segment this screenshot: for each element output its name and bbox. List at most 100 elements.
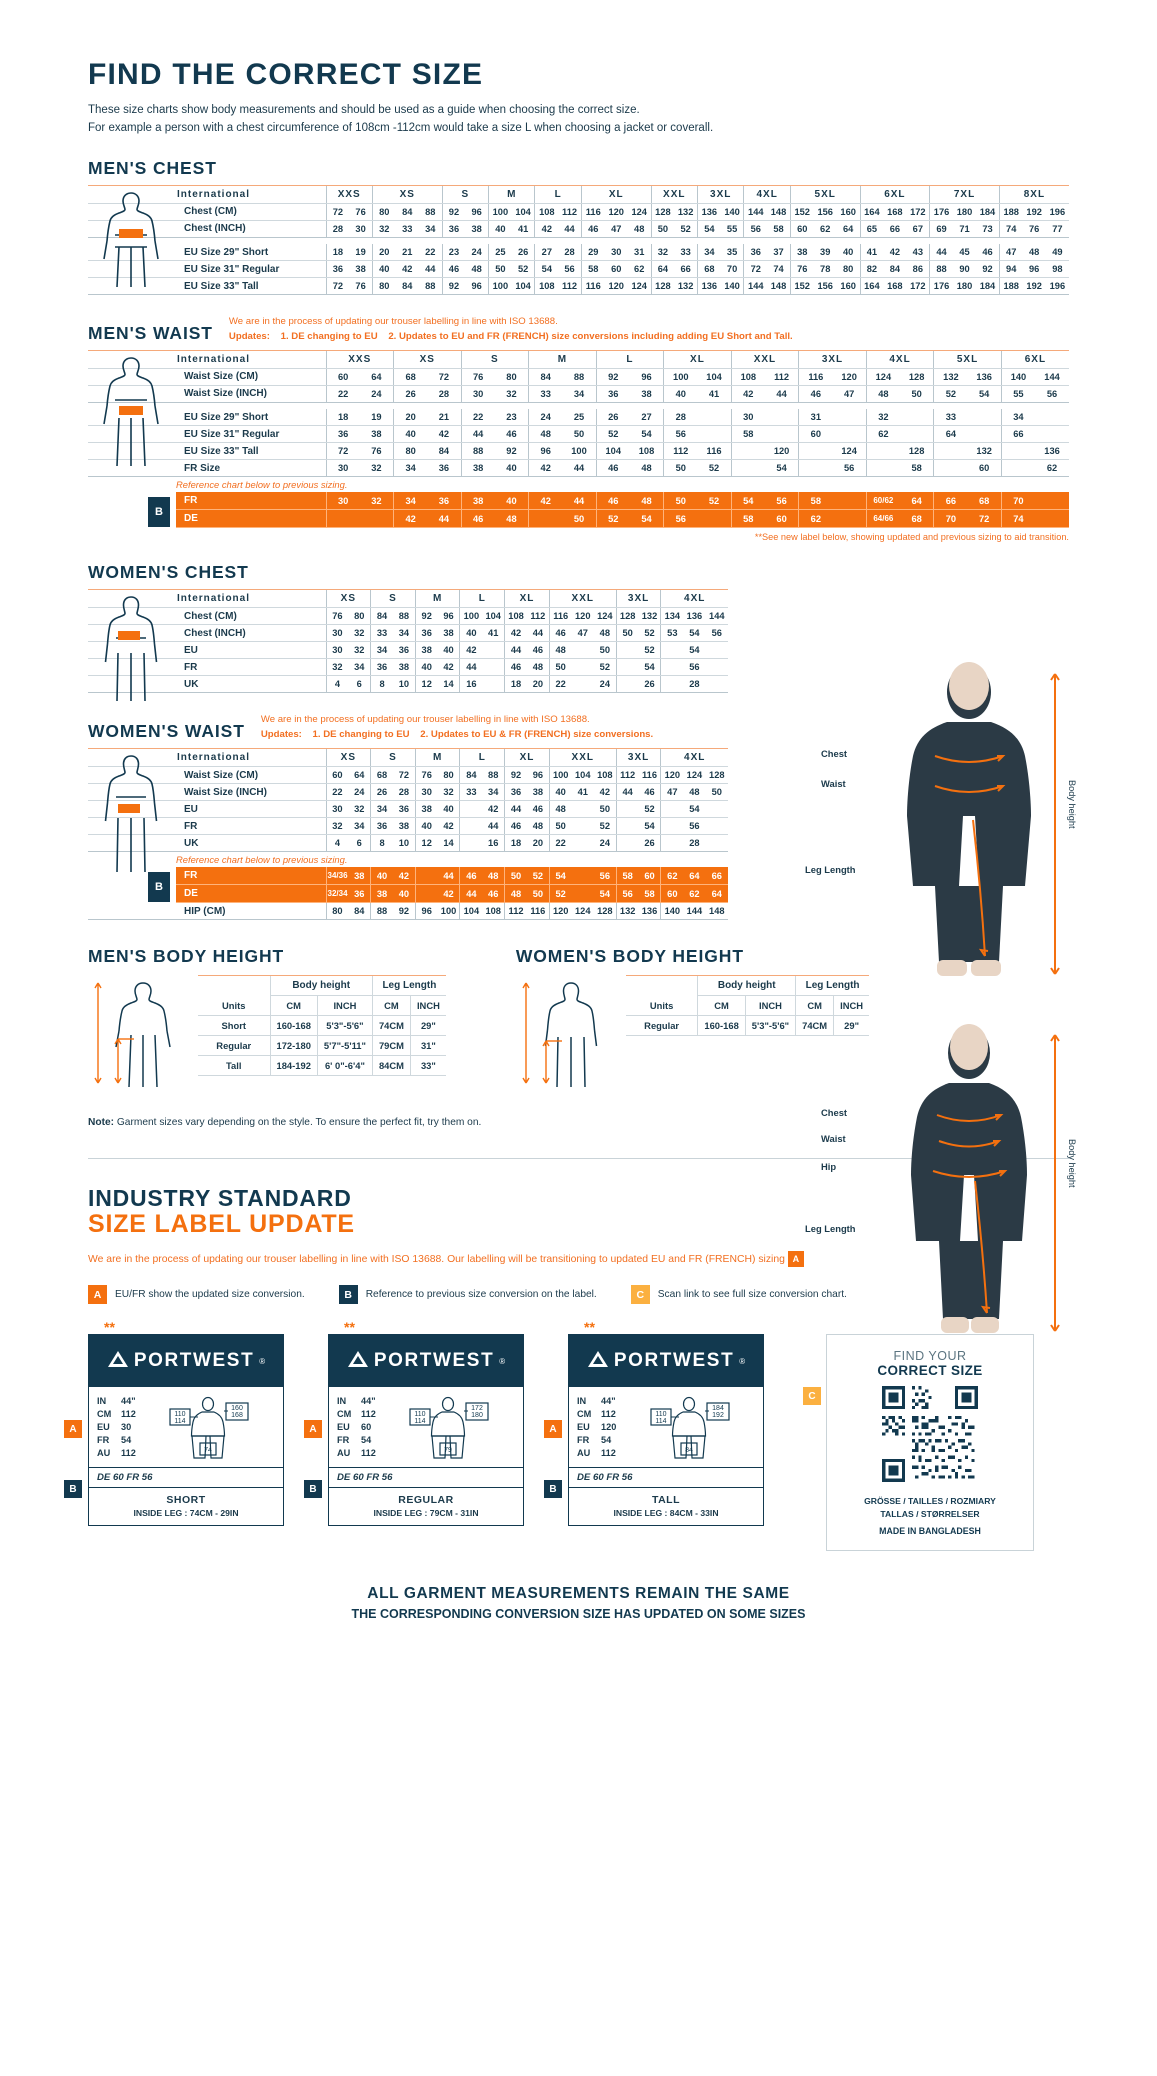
- ref-cell-value: 44: [427, 509, 462, 529]
- cell-value: 134: [660, 607, 684, 626]
- label-card-inner: PORTWEST ® IN 44" CM 112 EU 120 FR 54 AU 112 110 114 1…: [568, 1334, 764, 1527]
- cell-value: 116: [548, 607, 572, 626]
- cell-value: 82: [859, 260, 884, 279]
- label-inside-leg: INSIDE LEG : 79CM - 31IN: [373, 1508, 479, 1519]
- registered-mark-icon: ®: [499, 1356, 506, 1366]
- cell-value: 124: [593, 607, 617, 626]
- cell-value: [1000, 442, 1036, 461]
- cell-value: 50: [615, 624, 639, 643]
- cell-value: 84: [528, 368, 563, 386]
- industry-title-line1: INDUSTRY STANDARD: [88, 1185, 352, 1212]
- cell-value: 48: [683, 783, 706, 802]
- cell-value: 54: [638, 817, 661, 836]
- label-spec-row: IN 44": [337, 1395, 376, 1408]
- cell-value: 52: [593, 817, 617, 836]
- cell-value: [798, 442, 833, 461]
- cell-value: 42: [437, 817, 460, 836]
- womens-chest-tbody: International XS S M L XL XXL 3XL 4XL Chest (CM) 7…: [88, 589, 728, 694]
- bh-unit-cell: CM: [269, 995, 318, 1017]
- cell-value: [1035, 425, 1069, 444]
- cell-value: 100: [459, 607, 483, 626]
- label-badge-b: B: [544, 1480, 562, 1499]
- ref-cell-value: [325, 509, 360, 529]
- cell-value: 26: [638, 834, 661, 853]
- cell-value: 76: [359, 442, 394, 461]
- svg-text:114: 114: [415, 1418, 426, 1425]
- cell-value: 76: [349, 203, 373, 221]
- row-label: Waist Size (INCH): [176, 385, 326, 403]
- figure-cell: [88, 589, 176, 609]
- female-waist-label: Waist: [821, 1133, 846, 1144]
- cell-value: 132: [967, 442, 1002, 461]
- cell-value: 14: [437, 675, 460, 694]
- cell-value: 52: [638, 800, 661, 819]
- label-spec-value: 112: [601, 1409, 616, 1420]
- cell-value: 172: [906, 203, 930, 221]
- figure-cell: [88, 800, 176, 819]
- cell-value: 46: [441, 260, 466, 279]
- cell-value: 84: [883, 260, 907, 279]
- cell-value: 164: [859, 203, 884, 221]
- garment-note-text: Garment sizes vary depending on the styl…: [114, 1117, 482, 1129]
- cell-value: 68: [696, 260, 721, 279]
- womens-waist-tbody: International XS S M L XL XXL 3XL 4XL Waist Size …: [88, 748, 728, 853]
- qr-code-icon[interactable]: [882, 1386, 978, 1483]
- label-figure-box: 110 114 184 192 84: [622, 1395, 755, 1461]
- cell-value: 196: [1045, 277, 1069, 296]
- label-asterisk-marker: **: [104, 1319, 115, 1336]
- cell-value: 46: [638, 783, 661, 802]
- ref-cell-value: 48: [494, 509, 529, 529]
- cell-value: [615, 834, 639, 853]
- cell-value: 19: [349, 244, 373, 262]
- size-header-l: L: [459, 589, 505, 609]
- spacer-cell: [88, 402, 1069, 409]
- cell-value: [459, 834, 483, 853]
- cell-value: 31: [798, 409, 833, 427]
- cell-value: 38: [414, 641, 438, 660]
- header-label: International: [176, 589, 326, 609]
- cell-value: 136: [967, 368, 1002, 386]
- cell-value: 33: [528, 385, 563, 403]
- cell-value: 32: [325, 658, 349, 677]
- label-figure-box: 110 114 172 180 79: [382, 1395, 515, 1461]
- size-header-xs: XS: [371, 184, 443, 204]
- cell-value: 28: [558, 244, 582, 262]
- ref-row: FR 30 32 34 36 38 40 42 44 46 48 50 52 54 56 58 60/62 64 6…: [88, 492, 1069, 511]
- ref-row: DE 32/34 36 38 40 42 44 46 48 50 52 54 56 58 60 62 64: [88, 884, 728, 904]
- mens-body-height-block: MEN'S BODY HEIGHT Bod: [88, 946, 446, 1091]
- cell-value: 52: [593, 658, 617, 677]
- ref-cell-value: 42: [528, 492, 563, 511]
- bh-unit-row: Units CM INCH CM INCH: [198, 995, 446, 1017]
- cell-value: [967, 409, 1002, 427]
- cell-value: 4: [325, 834, 349, 853]
- svg-text:79: 79: [445, 1447, 453, 1454]
- cell-value: 73: [976, 220, 1000, 238]
- cell-value: 47: [998, 244, 1023, 262]
- figure-cell: [88, 641, 176, 660]
- size-header-xxl: XXL: [548, 589, 617, 609]
- size-header-xxl: XXL: [730, 349, 799, 369]
- mens-chest-table: International XXS XS S M L XL XXL 3XL 4XL 5XL 6XL 7X…: [88, 184, 1069, 296]
- svg-text:110: 110: [415, 1411, 426, 1418]
- cell-value: 46: [494, 425, 529, 444]
- size-header-xs: XS: [325, 589, 371, 609]
- cell-value: 128: [900, 442, 934, 461]
- cell-value: [730, 459, 765, 478]
- cell-value: 80: [437, 766, 460, 785]
- cell-value: 36: [504, 783, 527, 802]
- cell-value: 40: [437, 800, 460, 819]
- cell-value: 120: [604, 203, 628, 221]
- ref-row: FR 34/36 38 40 42 44 46 48 50 52 54 56 58 60 62 64 66: [88, 867, 728, 886]
- row-label: Chest (INCH): [176, 624, 326, 643]
- cell-value: 34: [348, 817, 371, 836]
- qr-footer-lines: GRÖSSE / TAILLES / ROZMIARY TALLAS / STØ…: [837, 1495, 1023, 1520]
- label-badge-b: B: [64, 1480, 82, 1499]
- figure-cell: [88, 425, 176, 444]
- cell-value: 46: [548, 624, 572, 643]
- cell-value: 54: [683, 641, 706, 660]
- cell-value: 20: [393, 409, 428, 427]
- label-spec-row: IN 44": [577, 1395, 616, 1408]
- ref-cell-value: [571, 884, 594, 904]
- cell-value: 36: [392, 641, 416, 660]
